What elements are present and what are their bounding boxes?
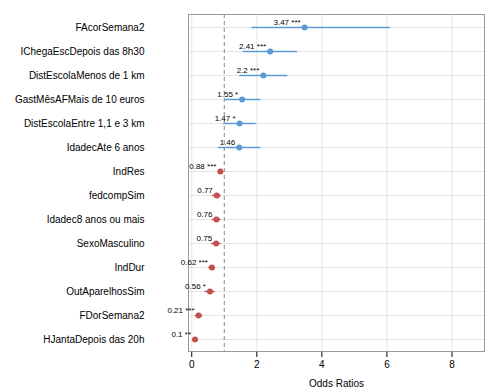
svg-text:IndRes: IndRes: [113, 166, 145, 177]
svg-text:HJantaDepois das 20h: HJantaDepois das 20h: [43, 334, 144, 345]
svg-text:FDorSemana2: FDorSemana2: [79, 310, 144, 321]
svg-text:3.47 ***: 3.47 ***: [273, 18, 300, 27]
svg-text:2.2 ***: 2.2 ***: [237, 66, 260, 75]
svg-text:2: 2: [254, 359, 260, 370]
svg-text:6: 6: [384, 359, 390, 370]
svg-text:FAcorSemana2: FAcorSemana2: [76, 22, 145, 33]
svg-text:1.47 *: 1.47 *: [215, 114, 236, 123]
svg-text:0.21 ***: 0.21 ***: [167, 306, 194, 315]
svg-text:0: 0: [189, 359, 195, 370]
svg-text:0.75: 0.75: [197, 234, 213, 243]
svg-text:0.62 ***: 0.62 ***: [181, 258, 208, 267]
svg-text:2.41 ***: 2.41 ***: [239, 42, 266, 51]
svg-text:DistEscolaEntre 1,1 e 3 km: DistEscolaEntre 1,1 e 3 km: [24, 118, 145, 129]
svg-text:Idadec8 anos ou mais: Idadec8 anos ou mais: [47, 214, 145, 225]
svg-text:0.77: 0.77: [197, 186, 213, 195]
svg-text:0.1 **: 0.1 **: [171, 330, 191, 339]
svg-text:1.46: 1.46: [220, 138, 236, 147]
svg-text:fedcompSim: fedcompSim: [89, 190, 145, 201]
svg-text:SexoMasculino: SexoMasculino: [77, 238, 145, 249]
svg-text:0.76: 0.76: [197, 210, 213, 219]
svg-text:0.88 ***: 0.88 ***: [189, 162, 216, 171]
svg-text:OutAparelhosSim: OutAparelhosSim: [66, 286, 144, 297]
svg-text:Odds Ratios: Odds Ratios: [309, 378, 364, 389]
svg-text:4: 4: [319, 359, 325, 370]
svg-text:IChegaEscDepois das 8h30: IChegaEscDepois das 8h30: [21, 46, 145, 57]
svg-text:8: 8: [449, 359, 455, 370]
svg-text:IndDur: IndDur: [114, 262, 145, 273]
svg-text:DistEscolaMenos de 1 km: DistEscolaMenos de 1 km: [29, 70, 145, 81]
svg-text:IdadecAte 6 anos: IdadecAte 6 anos: [67, 142, 145, 153]
svg-text:GastMêsAFMais de 10 euros: GastMêsAFMais de 10 euros: [15, 94, 145, 105]
svg-text:0.56 *: 0.56 *: [185, 282, 206, 291]
svg-text:1.55 *: 1.55 *: [217, 90, 238, 99]
